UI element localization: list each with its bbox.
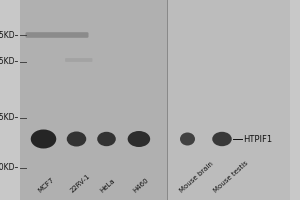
Text: Mouse testis: Mouse testis	[213, 160, 249, 194]
Text: Mouse brain: Mouse brain	[179, 161, 215, 194]
FancyBboxPatch shape	[167, 0, 290, 200]
FancyBboxPatch shape	[26, 32, 88, 38]
Text: 25KD–: 25KD–	[0, 58, 19, 66]
Text: HeLa: HeLa	[100, 178, 117, 194]
Ellipse shape	[97, 132, 116, 146]
Ellipse shape	[31, 130, 56, 148]
Text: H460: H460	[132, 177, 149, 194]
Text: HTPIF1: HTPIF1	[243, 134, 272, 144]
FancyBboxPatch shape	[20, 0, 290, 200]
Text: 10KD–: 10KD–	[0, 164, 19, 172]
Ellipse shape	[212, 132, 232, 146]
FancyBboxPatch shape	[20, 0, 167, 200]
Text: 15KD–: 15KD–	[0, 114, 19, 122]
Text: 22RV-1: 22RV-1	[70, 173, 92, 194]
FancyBboxPatch shape	[65, 58, 92, 62]
Text: MCF7: MCF7	[38, 177, 56, 194]
Text: 35KD–: 35KD–	[0, 30, 19, 40]
Ellipse shape	[128, 131, 150, 147]
Ellipse shape	[67, 132, 86, 146]
Ellipse shape	[180, 132, 195, 146]
